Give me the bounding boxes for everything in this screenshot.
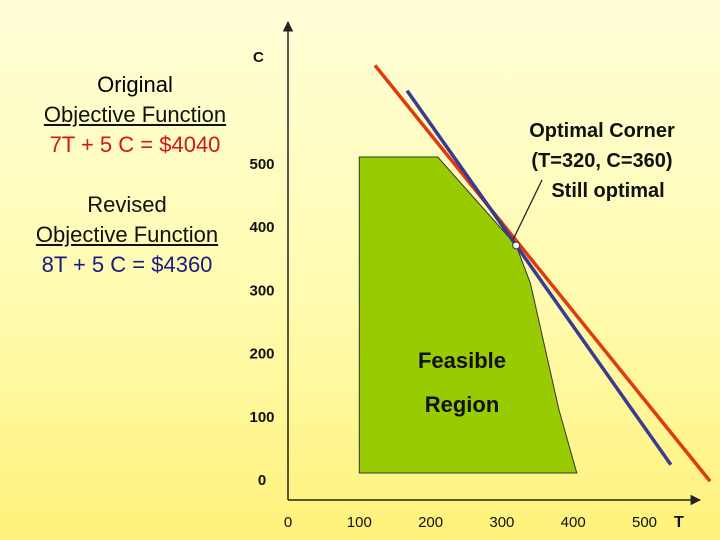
y-tick-300: 300 [249,282,274,299]
revised-objective-legend: Revised Objective Function 8T + 5 C = $4… [12,190,242,280]
original-formula: 7T + 5 C = $4040 [49,132,221,157]
x-tick-0: 0 [284,514,292,531]
original-subtitle: Objective Function [43,102,227,127]
annotation-line-2: (T=320, C=360) [531,150,672,172]
x-axis-label: T [674,514,684,531]
original-label: Original [97,72,173,97]
revised-subtitle: Objective Function [35,222,219,247]
original-objective-legend: Original Objective Function 7T + 5 C = $… [20,70,250,160]
x-tick-200: 200 [418,514,443,531]
y-tick-0: 0 [258,472,266,489]
revised-label: Revised [87,192,167,217]
objective-lines [373,64,712,483]
annotation-pointer [512,179,543,240]
original-objective-line [373,64,712,483]
optimal-point [512,241,521,250]
x-tick-500: 500 [632,514,657,531]
x-tick-300: 300 [489,514,514,531]
y-tick-200: 200 [249,346,274,363]
y-tick-400: 400 [249,219,274,236]
y-axis-label: C [253,49,264,66]
x-tick-labels: 0 100 200 300 400 500 [284,514,657,531]
region-label-1: Feasible [418,348,506,373]
revised-formula: 8T + 5 C = $4360 [41,252,213,277]
annotation-line-3: Still optimal [551,180,664,202]
x-tick-100: 100 [347,514,372,531]
y-tick-labels: 0 100 200 300 400 500 [249,156,274,489]
revised-objective-line [405,89,673,466]
y-tick-500: 500 [249,156,274,173]
feasible-region [358,156,578,474]
region-label-2: Region [425,392,500,417]
annotation-line-1: Optimal Corner [529,120,675,142]
y-tick-100: 100 [249,409,274,426]
x-tick-400: 400 [561,514,586,531]
